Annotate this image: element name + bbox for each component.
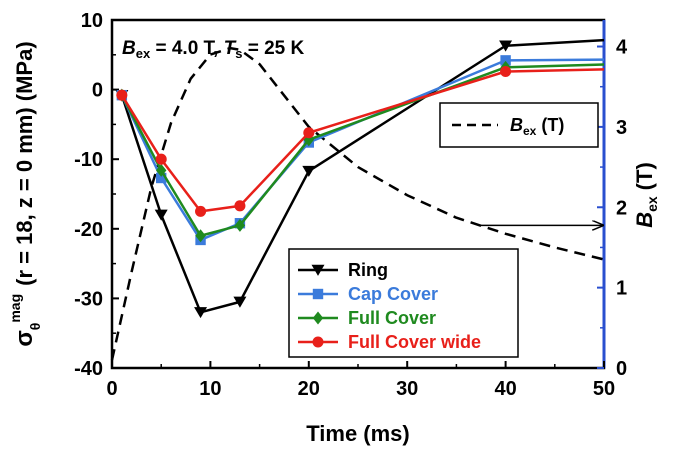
legend-label: Cap Cover: [348, 284, 438, 304]
data-point: [194, 307, 208, 319]
data-point: [234, 200, 246, 212]
x-tick-label: 20: [298, 378, 320, 400]
data-point: [156, 163, 167, 177]
legend-swatch-marker: [312, 311, 324, 325]
left-tick-label: -10: [74, 149, 103, 171]
legend-label: Ring: [348, 260, 388, 280]
series-ring: [115, 38, 605, 319]
right-axis-label: Bex(T): [632, 162, 660, 228]
x-tick-label: 0: [106, 378, 117, 400]
left-tick-label: -40: [74, 358, 103, 380]
right-tick-label: 3: [616, 117, 627, 139]
x-tick-label: 10: [199, 378, 221, 400]
legend-item: Full Cover: [298, 308, 436, 328]
data-point: [234, 218, 246, 232]
legend-item: Ring: [298, 260, 388, 280]
bex-legend: Bex (T): [439, 102, 599, 148]
right-tick-label: 4: [616, 37, 628, 59]
data-point: [499, 40, 513, 52]
data-point: [500, 65, 512, 78]
series-full-cover: [116, 60, 605, 243]
left-tick-label: 10: [81, 10, 103, 32]
legend: Ring Cap Cover Full Cover Full Cover wide: [288, 248, 519, 358]
data-point: [195, 229, 206, 243]
data-point: [155, 153, 167, 165]
right-tick-label: 0: [616, 358, 627, 380]
legend-item: Cap Cover: [298, 284, 438, 304]
series-line: [120, 58, 605, 242]
data-point: [302, 165, 316, 177]
x-axis-label: Time (ms): [306, 421, 410, 446]
legend-swatch-marker: [312, 336, 324, 348]
left-tick-label: -20: [74, 219, 103, 241]
series-full-cover-wide: [116, 65, 605, 217]
data-point: [195, 205, 207, 217]
left-axis-ticks: -40 -30 -20 -10 0 10: [74, 10, 119, 380]
x-tick-label: 50: [593, 378, 615, 400]
legend-label: Full Cover wide: [348, 332, 481, 352]
x-tick-label: 30: [396, 378, 418, 400]
legend-item: Full Cover wide: [298, 332, 481, 352]
left-tick-label: 0: [92, 80, 103, 102]
x-axis-ticks: 0 10 20 30 40 50: [106, 361, 615, 400]
legend-swatch-marker: [311, 264, 325, 276]
left-axis-label: σθmag(r = 18, z = 0 mm) (MPa): [7, 41, 43, 346]
legend-label: Full Cover: [348, 308, 436, 328]
data-point: [233, 296, 247, 308]
right-tick-label: 2: [616, 197, 627, 219]
data-point: [156, 172, 167, 184]
right-axis-ticks: 0 1 2 3 4: [597, 37, 628, 380]
data-point: [500, 55, 511, 66]
series-line: [120, 63, 605, 238]
data-point: [116, 89, 128, 101]
left-tick-label: -30: [74, 288, 103, 310]
right-tick-label: 1: [616, 278, 627, 300]
chart-annotation: Bex = 4.0 T, Ts = 25 K: [122, 38, 305, 61]
data-point: [154, 209, 168, 221]
x-tick-label: 40: [494, 378, 516, 400]
legend-swatch-marker: [312, 288, 324, 300]
data-point: [303, 127, 315, 139]
bex-legend-label: Bex (T): [510, 115, 564, 138]
